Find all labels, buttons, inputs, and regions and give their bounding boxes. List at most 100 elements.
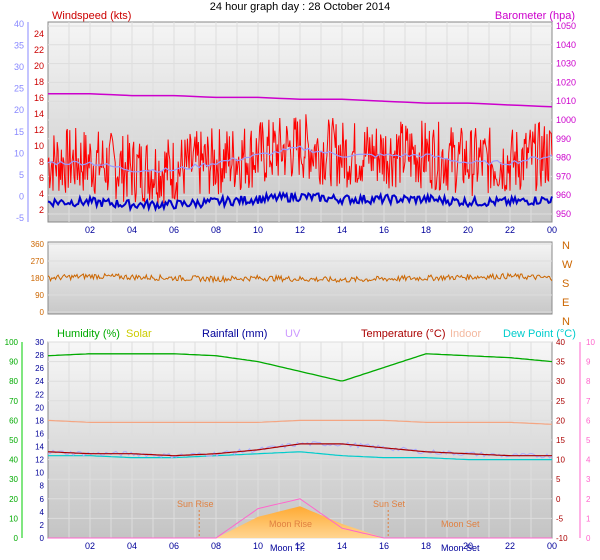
- legend-humidity: Humidity (%): [57, 328, 120, 340]
- rainfall-tick: 22: [35, 390, 44, 399]
- uv-tick: 6: [586, 416, 591, 425]
- humidity-tick: 0: [14, 534, 19, 543]
- humidity-tick: 90: [9, 358, 18, 367]
- barometer-tick: 950: [556, 209, 571, 219]
- temperature-tick: -5: [556, 514, 564, 523]
- wind-outer-tick: 20: [14, 105, 24, 115]
- direction-tick: 270: [31, 257, 45, 266]
- wind-x-tick: 22: [505, 225, 515, 235]
- barometer-axis: 1050 1040 1030 1020 1010 1000 990 980 970 960 950: [556, 21, 576, 219]
- uv-tick: 2: [586, 495, 591, 504]
- wind-inner-tick: 18: [34, 77, 44, 87]
- humidity-tick: 40: [9, 456, 18, 465]
- temperature-tick: 10: [556, 456, 565, 465]
- wind-inner-tick: 8: [39, 157, 44, 167]
- sun-rise-label: Sun Rise: [177, 499, 214, 509]
- barometer-label: Barometer (hpa): [495, 10, 575, 22]
- wind-outer-tick: -5: [16, 213, 24, 223]
- uv-tick: 7: [586, 397, 591, 406]
- direction-tick: 0: [40, 308, 45, 317]
- humidity-tick: 80: [9, 377, 18, 386]
- rainfall-tick: 12: [35, 456, 44, 465]
- direction-tick: 90: [35, 291, 44, 300]
- rainfall-tick: 28: [35, 351, 44, 360]
- temperature-tick: 5: [556, 475, 561, 484]
- barometer-line: [48, 92, 553, 108]
- humidity-tick: 20: [9, 495, 18, 504]
- climate-x-tick: 00: [547, 541, 557, 551]
- climate-x-tick: 04: [127, 541, 137, 551]
- barometer-tick: 960: [556, 190, 571, 200]
- climate-x-tick: 06: [169, 541, 179, 551]
- climate-x-tick: 16: [379, 541, 389, 551]
- wind-axis-inner: 24 22 20 18 16 14 12 10 8 6 4 2: [34, 29, 44, 215]
- barometer-tick: 1050: [556, 21, 576, 31]
- barometer-tick: 1000: [556, 115, 576, 125]
- climate-panel: Humidity (%) Solar Rainfall (mm) UV Temp…: [5, 328, 596, 553]
- wind-x-tick: 18: [421, 225, 431, 235]
- rainfall-tick: 24: [35, 377, 44, 386]
- temperature-tick: 25: [556, 397, 565, 406]
- climate-series: [47, 353, 553, 539]
- wind-inner-tick: 2: [39, 205, 44, 215]
- indoor-line: [47, 419, 553, 425]
- temperature-tick: 30: [556, 377, 565, 386]
- legend-rainfall: Rainfall (mm): [202, 328, 267, 340]
- wind-inner-tick: 10: [34, 141, 44, 151]
- direction-axis: 360 270 180 90 0: [31, 240, 45, 317]
- humidity-tick: 100: [5, 338, 19, 347]
- humidity-tick: 70: [9, 397, 18, 406]
- uv-tick: 3: [586, 475, 591, 484]
- temperature-tick: -10: [556, 534, 568, 543]
- rainfall-tick: 14: [35, 443, 44, 452]
- rainfall-tick: 4: [40, 508, 45, 517]
- moon-rise-label: Moon Rise: [269, 519, 312, 529]
- wind-x-tick: 16: [379, 225, 389, 235]
- temperature-line: [47, 443, 552, 457]
- uv-tick: 8: [586, 377, 591, 386]
- barometer-tick: 1040: [556, 40, 576, 50]
- solar-area: [48, 506, 552, 538]
- wind-x-tick: 06: [169, 225, 179, 235]
- wind-x-tick: 10: [253, 225, 263, 235]
- wind-inner-tick: 6: [39, 173, 44, 183]
- uv-tick: 1: [586, 514, 591, 523]
- barometer-tick: 990: [556, 134, 571, 144]
- climate-x-tick: 14: [337, 541, 347, 551]
- temperature-tick: 0: [556, 495, 561, 504]
- uv-tick: 0: [586, 534, 591, 543]
- compass-label: E: [562, 297, 569, 309]
- compass-label: N: [562, 316, 570, 328]
- legend-temperature: Temperature (°C): [361, 328, 445, 340]
- humidity-tick: 50: [9, 436, 18, 445]
- uv-tick: 5: [586, 436, 591, 445]
- humidity-tick: 60: [9, 416, 18, 425]
- wind-inner-tick: 24: [34, 29, 44, 39]
- wind-axis-outer: 40 35 30 25 20 15 10 5 0 -5: [14, 19, 24, 223]
- compass-label: N: [562, 240, 570, 252]
- legend-solar: Solar: [126, 328, 152, 340]
- chart-title: 24 hour graph day : 28 October 2014: [210, 1, 390, 13]
- barometer-tick: 1010: [556, 96, 576, 106]
- sun-moon-annotations: Sun Rise Moon Rise Sun Set Moon Set: [177, 499, 480, 538]
- temperature-tick: 35: [556, 358, 565, 367]
- wind-x-tick: 12: [295, 225, 305, 235]
- wind-inner-tick: 16: [34, 93, 44, 103]
- wind-x-tick: 20: [463, 225, 473, 235]
- barometer-tick: 1020: [556, 77, 576, 87]
- wind-outer-tick: 40: [14, 19, 24, 29]
- barometer-tick: 980: [556, 153, 571, 163]
- windspeed-label: Windspeed (kts): [52, 10, 131, 22]
- rainfall-tick: 16: [35, 429, 44, 438]
- wind-x-tick: 08: [211, 225, 221, 235]
- wind-outer-tick: 30: [14, 62, 24, 72]
- wind-panel: Windspeed (kts) Barometer (hpa) 40353025…: [14, 10, 576, 235]
- rainfall-tick: 26: [35, 364, 44, 373]
- moon-set-label: Moon Set: [441, 519, 480, 529]
- wind-outer-tick: 5: [19, 170, 24, 180]
- dewpoint-line: [48, 451, 552, 461]
